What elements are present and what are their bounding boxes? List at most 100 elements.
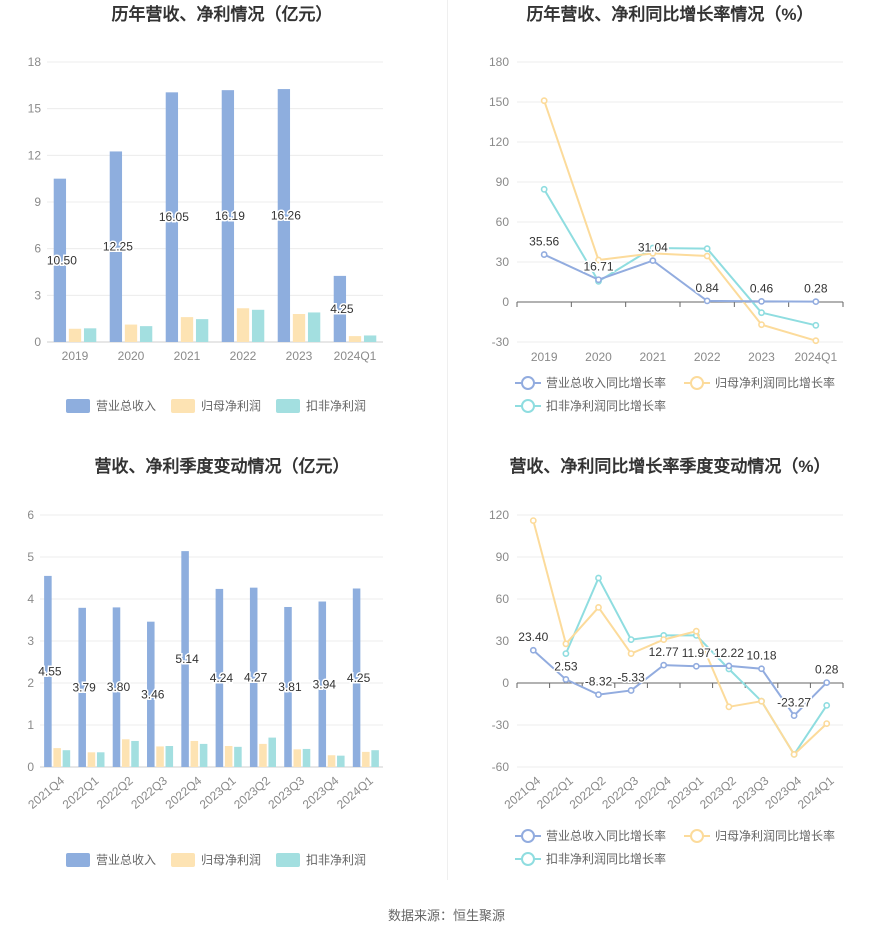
- y-tick-label: 5: [27, 550, 34, 564]
- data-point: [562, 650, 570, 657]
- x-tick-label: 2019: [62, 349, 89, 363]
- legend-revenue-marker: [521, 829, 535, 843]
- data-point: [790, 750, 798, 758]
- legend-revenue-swatch: [66, 399, 90, 413]
- y-tick-label: 2: [27, 676, 34, 690]
- data-point: [595, 276, 602, 284]
- data-label: 0.84: [695, 281, 719, 295]
- data-label: 4.24: [210, 671, 234, 685]
- y-tick-label: 9: [34, 195, 41, 209]
- y-tick-label: 3: [27, 634, 34, 648]
- y-tick-label: 180: [489, 55, 509, 69]
- data-point: [595, 603, 602, 611]
- bar-deducted-profit: [302, 748, 311, 767]
- data-point: [595, 574, 602, 582]
- y-tick-label: 1: [27, 718, 34, 732]
- data-label: 16.19: [215, 209, 245, 223]
- x-tick-label: 2023: [748, 350, 775, 364]
- bar-deducted-profit: [96, 752, 105, 767]
- legend-revenue: 营业总收入同比增长率: [546, 828, 666, 843]
- bar-deducted-profit: [83, 328, 97, 342]
- data-point: [529, 517, 537, 524]
- bar-revenue: [53, 178, 67, 342]
- data-label: 2.53: [554, 659, 578, 673]
- x-tick-label: 2023Q4: [300, 773, 342, 811]
- legend-net-profit-swatch: [171, 853, 195, 867]
- data-point: [627, 650, 635, 657]
- y-tick-label: -30: [492, 718, 510, 732]
- data-point: [725, 662, 733, 670]
- bar-deducted-profit: [139, 326, 153, 342]
- data-label: 12.22: [714, 646, 744, 660]
- chart-svg: 历年营收、净利同比增长率情况（%） -30 0 30 60 90 120 150 180 2019…: [489, 4, 844, 413]
- annual-growth-rate-chart: 历年营收、净利同比增长率情况（%） -30 0 30 60 90 120 150 180 2019…: [448, 0, 893, 455]
- data-label: 0.28: [804, 282, 828, 296]
- y-tick-label: 0: [27, 760, 34, 774]
- bar-net-profit: [292, 314, 306, 342]
- data-label: 12.77: [649, 645, 679, 659]
- bar-deducted-profit: [307, 312, 321, 342]
- y-tick-label: 0: [34, 335, 41, 349]
- data-point: [758, 321, 765, 329]
- data-point: [562, 640, 570, 648]
- data-point: [692, 662, 700, 670]
- legend-net-profit-swatch: [171, 399, 195, 413]
- legend-revenue-swatch: [66, 853, 90, 867]
- data-point: [660, 636, 668, 643]
- bar-net-profit: [259, 743, 267, 767]
- chart-svg: 营收、净利季度变动情况（亿元） 0 1 2 3 4 5 6 2021Q42022Q12022Q2…: [25, 456, 383, 867]
- x-tick-label: 2023: [286, 349, 313, 363]
- bar-net-profit: [87, 752, 96, 767]
- legend-deducted-profit-swatch: [276, 399, 300, 413]
- data-point: [758, 309, 765, 317]
- y-tick-label: 3: [34, 288, 41, 302]
- data-label: 11.97: [682, 646, 711, 660]
- y-tick-label: 90: [496, 550, 510, 564]
- bar-revenue: [109, 151, 123, 342]
- x-tick-label: 2022: [230, 349, 257, 363]
- bar-revenue: [221, 90, 235, 343]
- x-tick-label: 2023Q2: [231, 773, 273, 811]
- bar-deducted-profit: [363, 335, 377, 342]
- quarterly-revenue-profit-chart: 营收、净利季度变动情况（亿元） 0 1 2 3 4 5 6 2021Q4 2022Q1 2022Q2…: [0, 452, 445, 907]
- data-label: 23.40: [518, 630, 548, 644]
- quarterly-growth-rate-chart: 营收、净利同比增长率季度变动情况（%） -60 -30 0 30 60 90 120 2021Q…: [448, 452, 893, 907]
- x-tick-label: 2021Q4: [25, 773, 67, 811]
- panel-divider: [447, 0, 448, 880]
- x-tick-label: 2024Q1: [794, 350, 837, 364]
- bar-deducted-profit: [371, 750, 379, 767]
- chart-title: 历年营收、净利情况（亿元）: [112, 4, 333, 24]
- bar-net-profit: [180, 317, 194, 342]
- series-line-net-profit: [532, 520, 828, 756]
- data-label: -23.27: [777, 696, 811, 710]
- bar-net-profit: [121, 739, 130, 767]
- y-tick-label: 30: [496, 634, 510, 648]
- y-tick-label: -60: [492, 760, 510, 774]
- y-tick-label: 12: [28, 148, 42, 162]
- data-point: [758, 697, 765, 705]
- x-tick-label: 2024Q1: [795, 773, 837, 811]
- data-point: [703, 245, 711, 253]
- data-label: 16.26: [271, 209, 301, 223]
- data-source: 数据来源：恒生聚源: [387, 908, 505, 923]
- y-tick-label: 18: [28, 55, 42, 69]
- legend-deducted-profit: 扣非净利润同比增长率: [546, 398, 666, 413]
- bar-revenue: [333, 275, 347, 342]
- legend-net-profit: 归母净利润同比增长率: [715, 375, 835, 390]
- bar-revenue: [181, 551, 189, 767]
- bar-deducted-profit: [165, 746, 174, 767]
- bar-revenue: [44, 575, 52, 767]
- data-label: 0.46: [750, 281, 774, 295]
- legend-revenue-marker: [521, 376, 535, 390]
- legend-deducted-profit-marker: [521, 852, 535, 866]
- bar-net-profit: [190, 740, 199, 767]
- data-point: [540, 97, 548, 105]
- data-label: 4.55: [38, 664, 62, 678]
- legend-net-profit: 归母净利润: [201, 399, 261, 413]
- bar-deducted-profit: [131, 740, 139, 767]
- legend-deducted-profit-swatch: [276, 853, 300, 867]
- chart-title: 营收、净利同比增长率季度变动情况（%）: [509, 456, 830, 476]
- annual-revenue-profit-chart: 历年营收、净利情况（亿元） 0 3 6 9 12 15 18 2019 2020 2021 2022 2…: [0, 0, 445, 455]
- data-label: 12.25: [103, 240, 133, 254]
- bar-deducted-profit: [199, 743, 208, 767]
